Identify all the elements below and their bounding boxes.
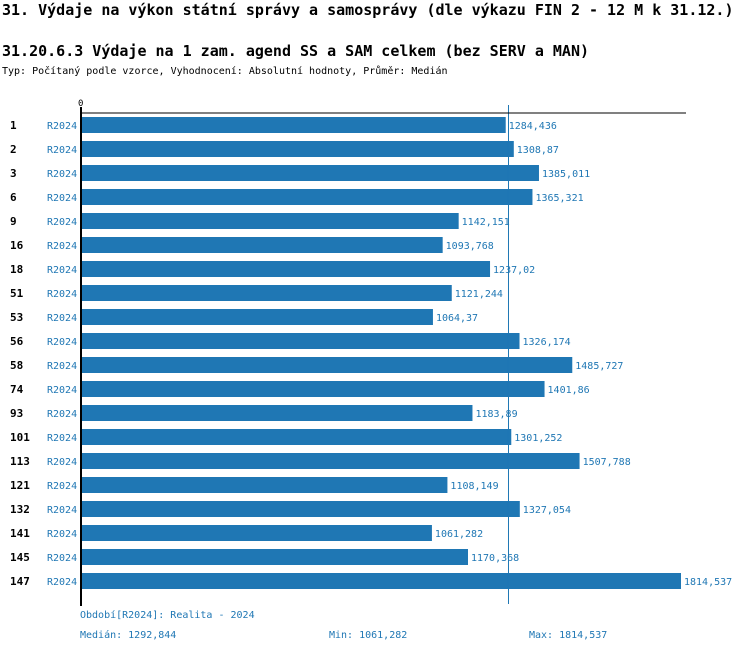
bar bbox=[81, 357, 573, 373]
value-label: 1485,727 bbox=[575, 361, 623, 372]
value-label: 1170,368 bbox=[471, 553, 519, 564]
bar bbox=[81, 165, 539, 181]
series-label: R2024 bbox=[47, 217, 77, 228]
value-label: 1237,02 bbox=[493, 265, 535, 276]
category-label: 101 bbox=[10, 431, 30, 444]
value-label: 1327,054 bbox=[523, 505, 571, 516]
bar bbox=[81, 141, 514, 157]
series-label: R2024 bbox=[47, 505, 77, 516]
bar bbox=[81, 573, 681, 589]
category-label: 18 bbox=[10, 263, 23, 276]
series-label: R2024 bbox=[47, 529, 77, 540]
value-label: 1814,537 bbox=[684, 577, 732, 588]
series-label: R2024 bbox=[47, 241, 77, 252]
series-label: R2024 bbox=[47, 265, 77, 276]
value-label: 1301,252 bbox=[514, 433, 562, 444]
value-label: 1308,87 bbox=[517, 145, 559, 156]
chart-meta: Typ: Počítaný podle vzorce, Vyhodnocení:… bbox=[2, 66, 448, 77]
value-label: 1061,282 bbox=[435, 529, 483, 540]
series-label: R2024 bbox=[47, 313, 77, 324]
series-label: R2024 bbox=[47, 289, 77, 300]
category-label: 93 bbox=[10, 407, 23, 420]
series-label: R2024 bbox=[47, 409, 77, 420]
value-label: 1121,244 bbox=[455, 289, 503, 300]
series-label: R2024 bbox=[47, 121, 77, 132]
series-label: R2024 bbox=[47, 553, 77, 564]
category-label: 16 bbox=[10, 239, 24, 252]
category-label: 51 bbox=[10, 287, 24, 300]
footer-max: Max: 1814,537 bbox=[529, 630, 608, 641]
series-label: R2024 bbox=[47, 169, 77, 180]
bar bbox=[81, 237, 443, 253]
category-label: 53 bbox=[10, 311, 23, 324]
series-label: R2024 bbox=[47, 145, 77, 156]
bar bbox=[81, 189, 533, 205]
category-label: 6 bbox=[10, 191, 17, 204]
bar bbox=[81, 405, 473, 421]
bar bbox=[81, 333, 520, 349]
bar bbox=[81, 285, 452, 301]
value-label: 1365,321 bbox=[535, 193, 583, 204]
axis-zero-label: 0 bbox=[78, 99, 83, 109]
bar bbox=[81, 525, 432, 541]
series-label: R2024 bbox=[47, 385, 77, 396]
category-label: 74 bbox=[10, 383, 24, 396]
category-label: 3 bbox=[10, 167, 17, 180]
value-label: 1093,768 bbox=[446, 241, 494, 252]
value-label: 1108,149 bbox=[450, 481, 498, 492]
series-label: R2024 bbox=[47, 433, 77, 444]
bar bbox=[81, 261, 491, 277]
bar bbox=[81, 477, 448, 493]
value-label: 1142,151 bbox=[462, 217, 510, 228]
chart-title: 31.20.6.3 Výdaje na 1 zam. agend SS a SA… bbox=[2, 42, 589, 60]
footer-median: Medián: 1292,844 bbox=[80, 630, 177, 641]
value-label: 1326,174 bbox=[523, 337, 571, 348]
value-label: 1385,011 bbox=[542, 169, 590, 180]
value-label: 1284,436 bbox=[509, 121, 557, 132]
bar bbox=[81, 453, 580, 469]
bar bbox=[81, 501, 520, 517]
bar bbox=[81, 429, 512, 445]
category-label: 56 bbox=[10, 335, 24, 348]
category-label: 141 bbox=[10, 527, 30, 540]
category-label: 147 bbox=[10, 575, 30, 588]
footer-period: Období[R2024]: Realita - 2024 bbox=[80, 610, 255, 621]
category-label: 113 bbox=[10, 455, 30, 468]
category-label: 145 bbox=[10, 551, 30, 564]
value-label: 1507,788 bbox=[583, 457, 631, 468]
series-label: R2024 bbox=[47, 337, 77, 348]
value-label: 1183,89 bbox=[475, 409, 517, 420]
series-label: R2024 bbox=[47, 481, 77, 492]
category-label: 2 bbox=[10, 143, 17, 156]
series-label: R2024 bbox=[47, 361, 77, 372]
series-label: R2024 bbox=[47, 193, 77, 204]
category-label: 132 bbox=[10, 503, 30, 516]
category-label: 121 bbox=[10, 479, 30, 492]
page-title: 31. Výdaje na výkon státní správy a samo… bbox=[2, 1, 734, 19]
category-label: 9 bbox=[10, 215, 17, 228]
bar bbox=[81, 549, 468, 565]
series-label: R2024 bbox=[47, 577, 77, 588]
series-label: R2024 bbox=[47, 457, 77, 468]
category-label: 1 bbox=[10, 119, 17, 132]
footer-min: Min: 1061,282 bbox=[329, 630, 408, 641]
value-label: 1401,86 bbox=[548, 385, 590, 396]
bar bbox=[81, 381, 545, 397]
bar bbox=[81, 309, 433, 325]
category-label: 58 bbox=[10, 359, 23, 372]
bar bbox=[81, 117, 506, 133]
value-label: 1064,37 bbox=[436, 313, 478, 324]
bar bbox=[81, 213, 459, 229]
